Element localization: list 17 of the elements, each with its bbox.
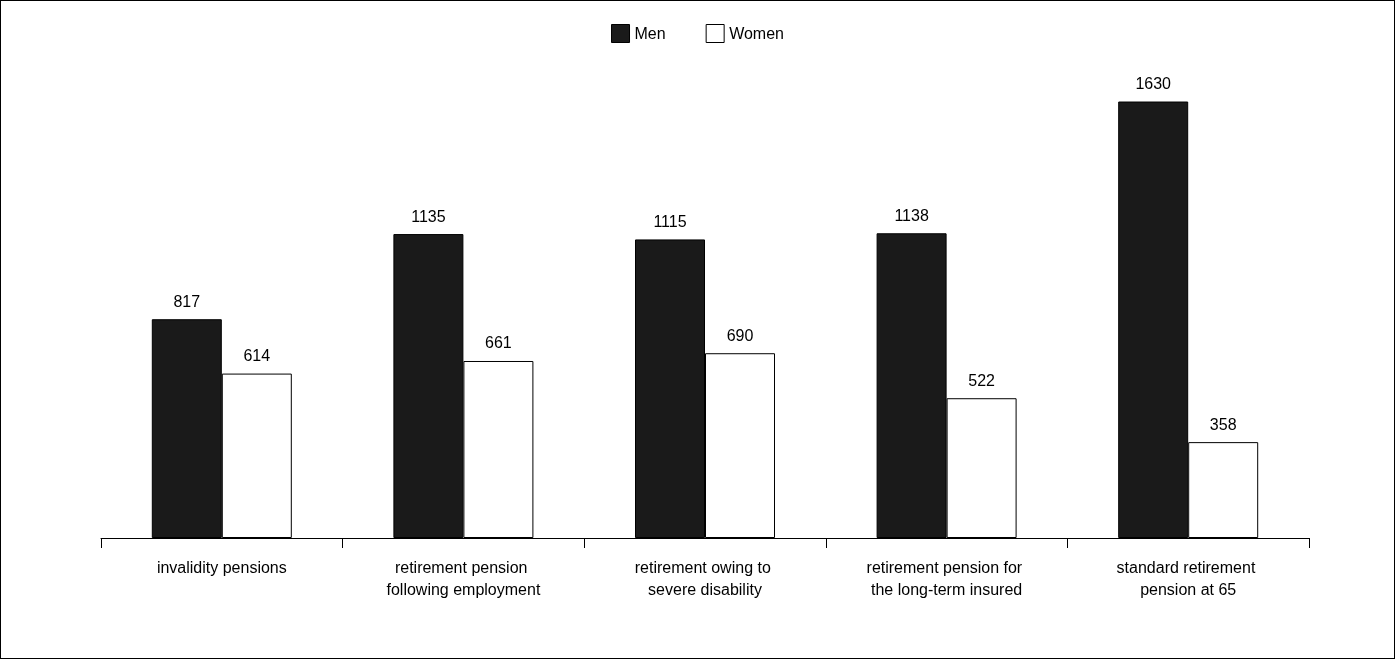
data-label: 1115 — [653, 212, 687, 230]
x-tick-label: standard retirement pension at 65 — [1116, 558, 1260, 598]
data-label: 661 — [485, 334, 512, 352]
data-label: 614 — [243, 347, 271, 365]
legend-label: Men — [634, 25, 666, 42]
data-label: 358 — [1209, 415, 1237, 433]
x-tick-label: retirement pension following employment — [386, 558, 541, 598]
data-label: 1630 — [1135, 75, 1172, 93]
legend-label: Women — [729, 25, 784, 42]
data-label: 690 — [726, 326, 754, 344]
x-tick-label: invalidity pensions — [156, 558, 287, 576]
data-label: 817 — [173, 292, 201, 310]
data-label: 1138 — [894, 206, 929, 224]
x-tick-label: retirement pension for the long-term insured — [866, 558, 1027, 598]
x-tick-label: retirement owing to severe disability — [634, 558, 776, 598]
data-label: 522 — [968, 371, 996, 389]
data-label: 1135 — [411, 207, 446, 225]
